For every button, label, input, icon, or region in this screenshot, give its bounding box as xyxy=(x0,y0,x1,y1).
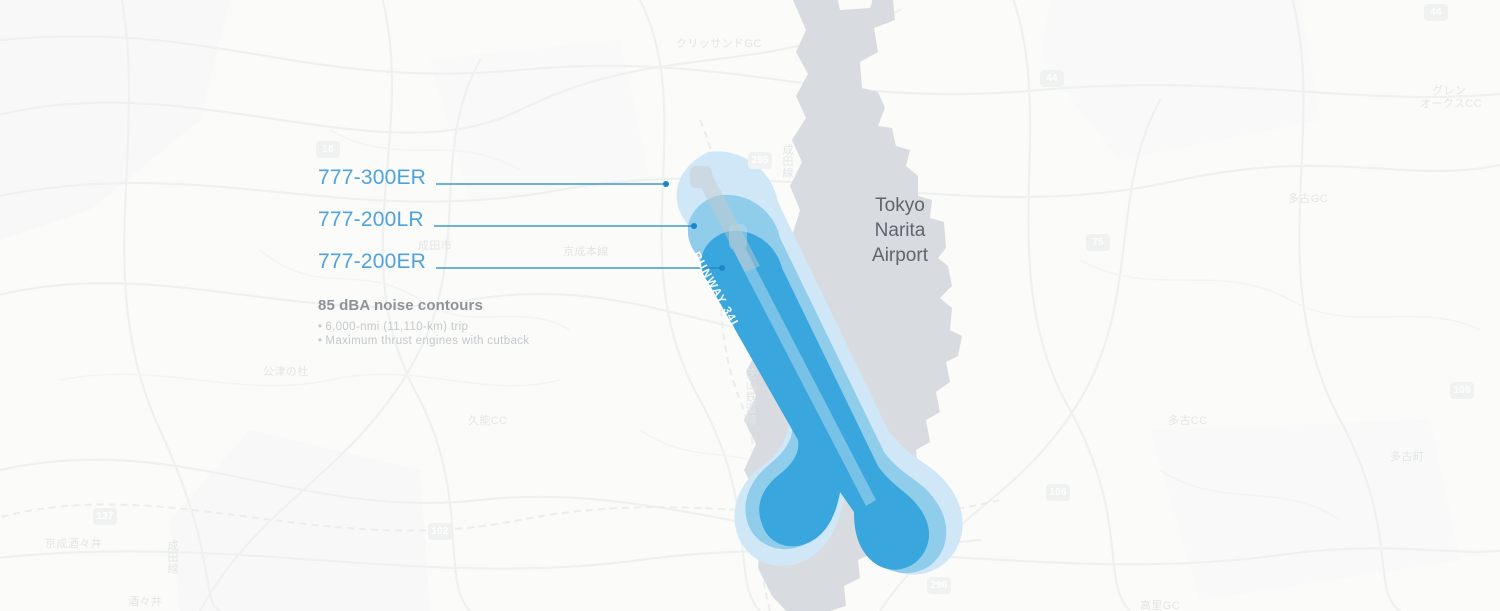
route-shield: 106 xyxy=(1046,484,1070,501)
callout-leader-lines xyxy=(434,183,722,269)
map-place-label: 高里GC xyxy=(1140,600,1181,611)
legend: 85 dBA noise contours • 6,000-nmi (11,110… xyxy=(318,296,648,348)
map-rail-label: 成田線 xyxy=(166,540,178,575)
map-place-label: クリッサンドGC xyxy=(676,38,762,50)
route-shield: 102 xyxy=(428,523,452,540)
map-place-label: 京成酒々井 xyxy=(45,538,102,550)
map-place-label: 久能CC xyxy=(468,415,508,427)
map-place-label: グレン xyxy=(1432,85,1467,97)
legend-bullet-list: • 6,000-nmi (11,110-km) trip • Maximum thr… xyxy=(318,320,648,348)
callout-label-777-200er[interactable]: 777-200ER xyxy=(318,250,427,273)
legend-bullet-text: Maximum thrust engines with cutback xyxy=(325,335,530,347)
route-shield: 44 xyxy=(1040,70,1064,87)
map-place-label: 公津の杜 xyxy=(263,366,309,378)
legend-bullet-text: 6,000-nmi (11,110-km) trip xyxy=(325,321,469,333)
route-shield: 296 xyxy=(927,577,951,594)
map-place-label: 多古町 xyxy=(1390,451,1425,463)
airport-name-line-2: Narita xyxy=(874,220,926,241)
callout-label-777-300er[interactable]: 777-300ER xyxy=(318,166,427,189)
route-shield: 295 xyxy=(748,152,772,169)
map-rail-label: 芝山鉄道線 xyxy=(744,368,756,425)
legend-bullet-item: • Maximum thrust engines with cutback xyxy=(318,334,648,348)
bullet-glyph: • xyxy=(318,321,323,333)
route-shield: 44 xyxy=(1424,4,1448,21)
route-shield: 75 xyxy=(1086,234,1110,251)
road-network-minor xyxy=(59,129,1481,521)
map-place-label: オークスCC xyxy=(1420,98,1482,110)
bullet-glyph: • xyxy=(318,335,323,347)
map-place-label: 京成本線 xyxy=(563,246,609,258)
route-shield: 109 xyxy=(1450,382,1474,399)
route-shield: 137 xyxy=(93,508,117,525)
map-rail-label: 成田線 xyxy=(781,144,793,179)
map-place-label: 多古CC xyxy=(1168,415,1208,427)
map-place-label: 多古GC xyxy=(1288,193,1329,205)
airport-name-line-1: Tokyo xyxy=(875,195,925,216)
callout-endpoint-dots xyxy=(663,181,725,271)
runway-strip-upper xyxy=(690,166,760,272)
legend-bullet-item: • 6,000-nmi (11,110-km) trip xyxy=(318,320,648,334)
airport-name-label: Tokyo Narita Airport xyxy=(845,193,955,268)
endpoint-dot-777-200ER xyxy=(719,265,725,271)
endpoint-dot-777-200LR xyxy=(691,223,697,229)
legend-title: 85 dBA noise contours xyxy=(318,297,483,314)
callout-label-777-200lr[interactable]: 777-200LR xyxy=(318,208,424,231)
map-place-label: 成田市 xyxy=(418,240,453,252)
airport-name-line-3: Airport xyxy=(872,245,928,266)
route-shield: 18 xyxy=(316,141,340,158)
endpoint-dot-777-300ER xyxy=(663,181,669,187)
map-place-label: 酒々井 xyxy=(128,596,163,608)
runway-strip xyxy=(729,224,876,506)
